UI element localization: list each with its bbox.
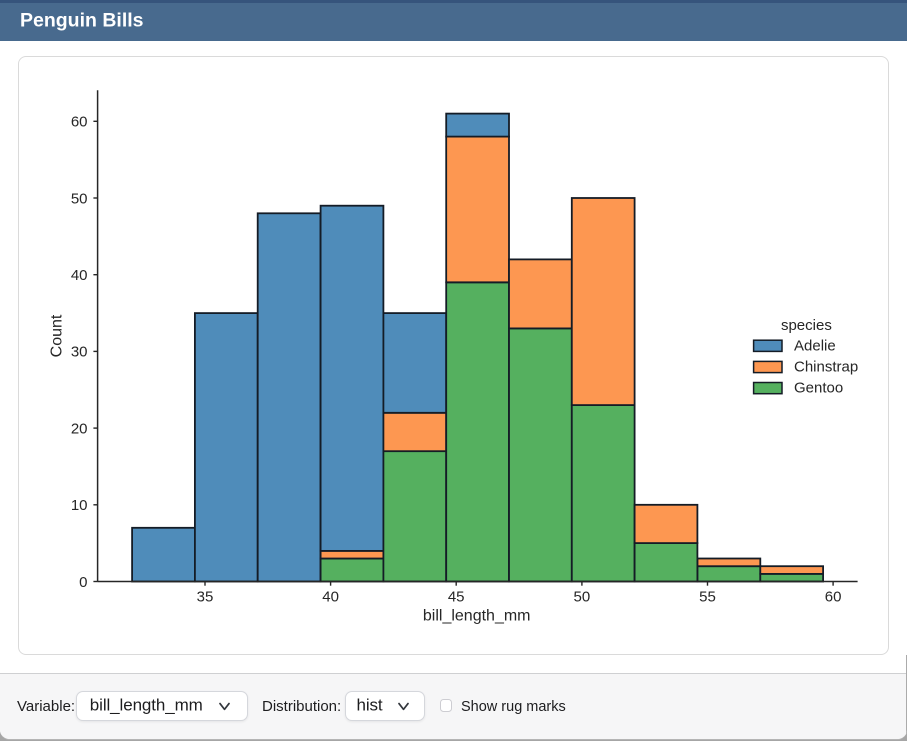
svg-text:40: 40	[71, 267, 88, 284]
svg-text:60: 60	[71, 114, 88, 131]
svg-text:10: 10	[71, 497, 88, 514]
svg-text:0: 0	[79, 574, 87, 591]
svg-text:55: 55	[699, 588, 716, 605]
svg-text:Count: Count	[49, 314, 66, 357]
svg-text:bill_length_mm: bill_length_mm	[423, 607, 531, 624]
svg-text:Chinstrap: Chinstrap	[794, 359, 858, 376]
svg-text:20: 20	[71, 420, 88, 437]
svg-text:50: 50	[71, 190, 88, 207]
svg-text:45: 45	[448, 588, 465, 605]
svg-text:30: 30	[71, 344, 88, 361]
svg-text:Adelie: Adelie	[794, 337, 836, 354]
svg-text:35: 35	[197, 588, 214, 605]
svg-text:60: 60	[825, 588, 842, 605]
svg-text:40: 40	[322, 588, 339, 605]
svg-text:Gentoo: Gentoo	[794, 380, 843, 397]
svg-text:species: species	[781, 317, 832, 334]
svg-text:50: 50	[574, 588, 591, 605]
